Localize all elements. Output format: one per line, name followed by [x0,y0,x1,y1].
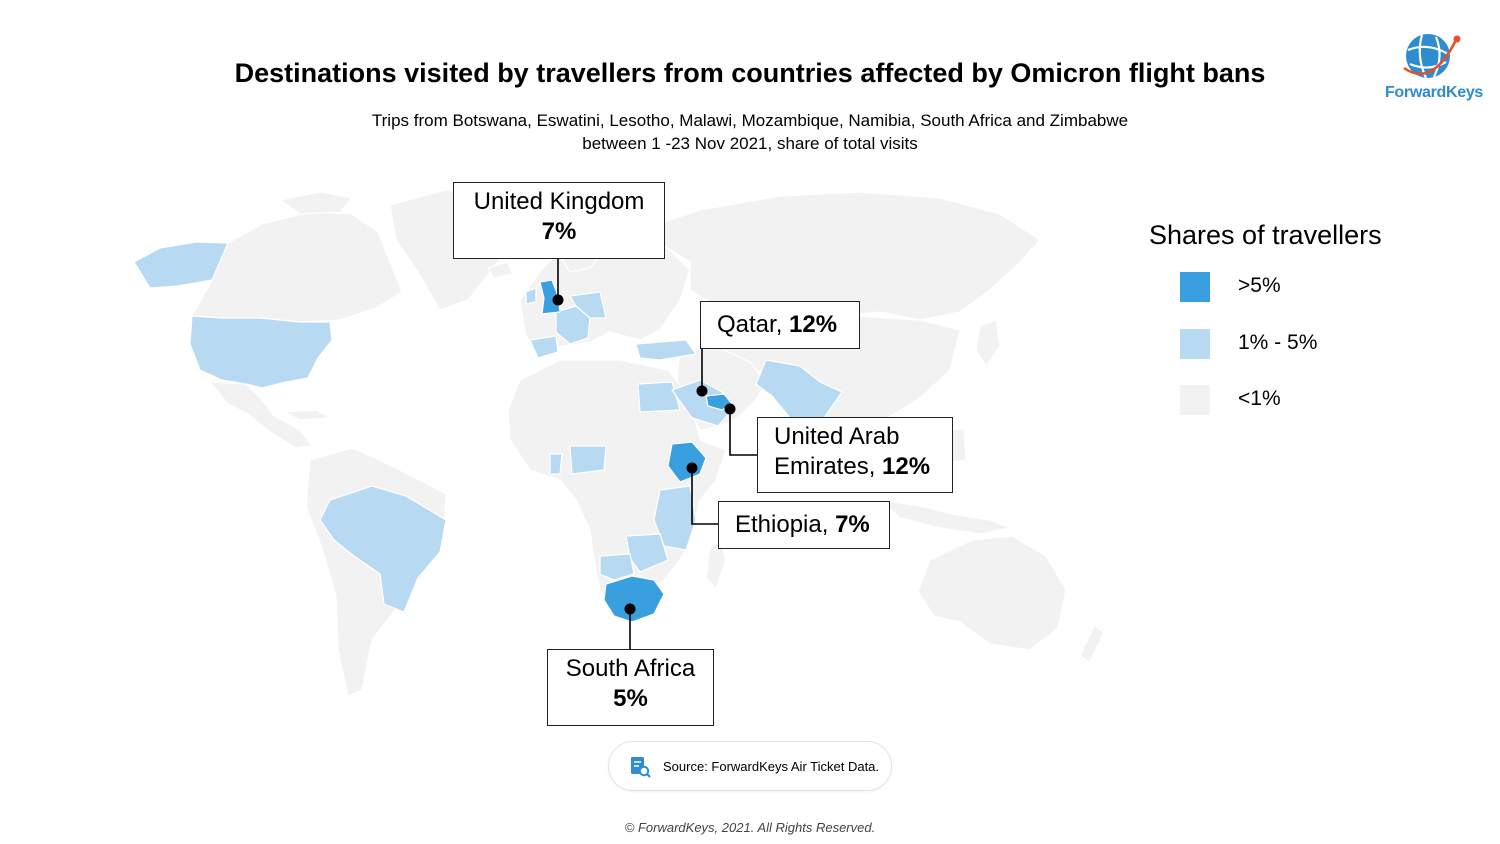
legend-label-low: <1% [1238,387,1281,410]
callout-south-africa: South Africa 5% [547,649,714,726]
indonesia [878,499,1013,535]
callout-ethiopia-value: 7% [835,511,870,538]
callout-ethiopia: Ethiopia, 7% [718,501,890,549]
mexico [208,381,314,449]
iceland [487,261,513,279]
south-africa [603,575,665,623]
alaska [133,241,229,289]
callout-qatar: Qatar, 12% [700,301,860,349]
uae-marker [724,403,736,415]
callout-uae-value: 12% [882,453,931,480]
uae-leader [729,409,758,456]
source-badge: Source: ForwardKeys Air Ticket Data. [608,741,892,791]
uk-marker [552,294,564,306]
cuba [281,409,333,421]
callout-south-africa-value: 5% [613,685,648,712]
source-text: Source: ForwardKeys Air Ticket Data. [663,759,880,774]
australia [917,535,1067,651]
south-america [305,447,447,697]
qatar-marker [696,385,708,397]
legend-swatch-mid [1180,329,1210,359]
callout-united-kingdom: United Kingdom 7% [453,182,665,259]
forwardkeys-logo [1403,34,1461,79]
ethiopia-leader [691,468,720,525]
legend-label-mid: 1% - 5% [1238,331,1318,354]
namibia-botswana [599,553,635,581]
legend-title: Shares of travellers [1149,220,1382,250]
callout-uae-name-1: United Arab [774,423,900,450]
canada [191,211,403,323]
usa [189,315,333,389]
chart-subtitle: Trips from Botswana, Eswatini, Lesotho, … [0,109,1500,155]
new-zealand [1079,625,1105,663]
chart-title: Destinations visited by travellers from … [234,58,1266,88]
subtitle-line-2: between 1 -23 Nov 2021, share of total v… [582,134,918,153]
legend-swatch-high [1180,272,1210,302]
callout-south-africa-name: South Africa [565,655,696,682]
ethiopia [667,441,707,483]
subtitle-line-1: Trips from Botswana, Eswatini, Lesotho, … [371,111,1129,130]
legend-swatch-low [1180,385,1210,415]
copyright-notice: © ForwardKeys, 2021. All Rights Reserved… [624,820,876,835]
ethiopia-marker [686,462,698,474]
callout-uk-name: United Kingdom [473,188,645,215]
callout-uk-value: 7% [541,218,577,245]
kenya-tanzania [653,485,697,551]
arctic-islands [278,191,354,215]
legend-label-high: >5% [1238,274,1281,297]
south-africa-marker [624,603,636,615]
ireland [525,287,537,305]
ghana [549,453,563,475]
united-kingdom [539,279,561,315]
callout-uae-name-2: Emirates, [774,453,883,480]
germany-benelux [569,291,607,319]
spain-portugal [529,335,559,359]
brazil [319,485,447,613]
callout-qatar-name: Qatar, [717,311,790,338]
logo-wordmark: ForwardKeys [1384,84,1484,101]
callout-uae: United Arab Emirates, 12% [757,417,953,493]
turkey [635,339,698,361]
document-search-icon [631,757,651,778]
egypt [637,381,681,413]
callout-ethiopia-name: Ethiopia, [735,511,836,538]
nigeria [569,445,607,475]
japan [975,319,1001,368]
callout-qatar-value: 12% [789,311,838,338]
